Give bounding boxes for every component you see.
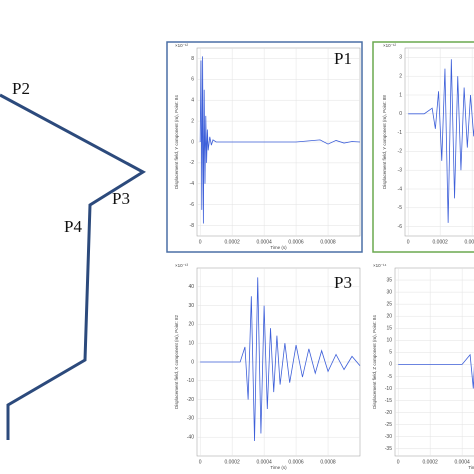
waveform [398, 353, 474, 389]
y-axis-label: Displacement field, X component (m), Poi… [174, 314, 179, 409]
y-tick-label: 20 [188, 322, 194, 328]
chart-title: P3 [334, 273, 352, 292]
y-tick-label: -10 [385, 386, 392, 392]
x-tick-label: 0.0008 [320, 239, 336, 245]
y-tick-label: 0 [191, 359, 194, 365]
x-tick-label: 0 [199, 239, 202, 245]
y-tick-label: -8 [190, 223, 195, 229]
x-tick-label: 0.0004 [256, 459, 272, 465]
y-tick-label: 0 [389, 362, 392, 368]
x-tick-label: 0.0004 [464, 239, 474, 245]
y-tick-label: 0 [191, 139, 194, 145]
y-tick-label: -3 [398, 168, 403, 174]
x-tick-label: 0 [407, 239, 410, 245]
x-tick-label: 0.0006 [288, 239, 304, 245]
x-tick-label: 0.0004 [454, 459, 470, 465]
y-tick-label: 3 [399, 55, 402, 61]
x-tick-label: 0.0004 [256, 239, 272, 245]
y-tick-label: 40 [188, 284, 194, 290]
y-tick-label: 20 [386, 314, 392, 320]
plot-area [404, 47, 474, 237]
x-axis-label: Time (s) [270, 465, 287, 470]
y-tick-label: -15 [385, 398, 392, 404]
chart-title: P1 [334, 49, 352, 68]
x-axis-label: Time (s) [468, 465, 474, 470]
x-axis-label: Time (s) [270, 245, 287, 250]
y-tick-label: 1 [399, 92, 402, 98]
waveform [408, 59, 474, 223]
x-tick-label: 0.0002 [225, 459, 241, 465]
y-tick-label: 35 [386, 277, 392, 283]
x-tick-label: 0.0006 [288, 459, 304, 465]
x-tick-label: 0.0008 [320, 459, 336, 465]
y-tick-label: 10 [188, 341, 194, 347]
y-tick-label: -20 [187, 397, 194, 403]
y-tick-label: -30 [385, 434, 392, 440]
y-tick-label: -1 [398, 130, 403, 136]
y-tick-label: -5 [388, 374, 393, 380]
y-tick-label: 10 [386, 338, 392, 344]
waveform [199, 56, 361, 224]
y-tick-label: -20 [385, 410, 392, 416]
x-tick-label: 0 [199, 459, 202, 465]
y-tick-label: -5 [398, 205, 403, 211]
y-axis-label: Displacement field, Y component (m), Poi… [174, 95, 179, 189]
y-tick-label: 0 [399, 111, 402, 117]
x-tick-label: 0.0002 [433, 239, 449, 245]
y-tick-label: -35 [385, 446, 392, 452]
y-tick-label: -25 [385, 422, 392, 428]
path-label: P4 [64, 217, 82, 236]
y-tick-label: -2 [398, 149, 403, 155]
y-tick-label: 15 [386, 326, 392, 332]
y-tick-label: -10 [187, 378, 194, 384]
y-tick-label: -6 [190, 202, 195, 208]
y-tick-label: 30 [386, 289, 392, 295]
path-label: P3 [112, 189, 130, 208]
y-axis-label: Displacement field, Z component (m), Poi… [372, 315, 377, 409]
y-axis-label: Displacement field, Y component (m), Poi… [382, 95, 387, 189]
y-tick-label: 5 [389, 350, 392, 356]
y-unit: ×10⁻¹² [175, 43, 189, 48]
y-unit: ×10⁻¹² [383, 43, 397, 48]
y-tick-label: -2 [190, 160, 195, 166]
y-tick-label: -4 [190, 181, 195, 187]
y-tick-label: 2 [191, 118, 194, 124]
path-label: P2 [12, 79, 30, 98]
sensor-path [0, 93, 146, 440]
x-tick-label: 0.0002 [225, 239, 241, 245]
y-unit: ×10⁻¹³ [175, 263, 189, 268]
y-tick-label: -6 [398, 224, 403, 230]
waveform [200, 277, 361, 441]
chart-frame [166, 41, 363, 253]
y-tick-label: 2 [399, 74, 402, 80]
y-tick-label: -40 [187, 435, 194, 441]
y-tick-label: 25 [386, 301, 392, 307]
x-tick-label: 0.0002 [423, 459, 439, 465]
y-tick-label: 30 [188, 303, 194, 309]
chart-frame [372, 41, 474, 253]
y-tick-label: 6 [191, 77, 194, 83]
x-tick-label: 0 [397, 459, 400, 465]
y-tick-label: 4 [191, 98, 194, 104]
y-tick-label: 8 [191, 56, 194, 62]
y-unit: ×10⁻¹⁴ [373, 263, 387, 268]
y-tick-label: -30 [187, 416, 194, 422]
y-tick-label: -4 [398, 186, 403, 192]
